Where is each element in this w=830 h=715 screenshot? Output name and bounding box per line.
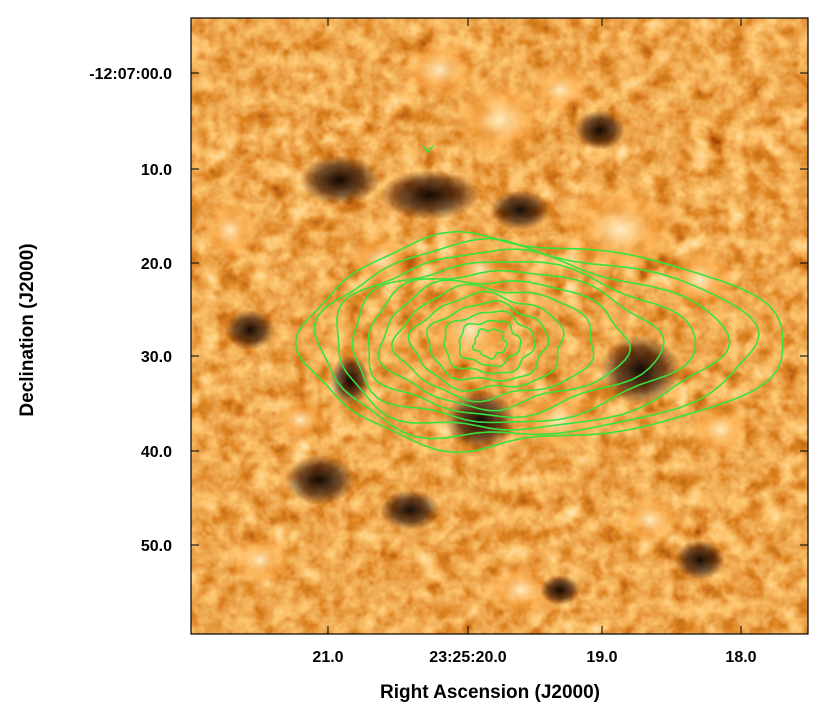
flux-contour [443,310,536,375]
bright-emission-region [530,65,590,115]
bright-emission-region [690,405,750,455]
bright-emission-region [665,250,735,310]
bright-emission-region [620,495,680,545]
x-tick-marks [327,18,742,634]
y-tick-label: -12:07:00.0 [89,66,172,83]
contour-overlay [294,230,784,454]
flux-contour [313,237,760,440]
flux-contour [391,283,595,403]
bright-emission-region [455,80,545,160]
bright-emission-region [485,565,555,615]
flux-contour [367,269,665,419]
flux-contour [458,319,522,368]
flux-contour [425,299,550,382]
image-frame [190,17,809,635]
y-tick-label: 40.0 [141,444,172,461]
y-tick-marks [191,72,808,546]
y-tick-label: 20.0 [141,256,172,273]
flux-contour [294,230,784,454]
dark-region [575,110,625,150]
y-axis-title: Declination (J2000) [17,243,38,416]
marker-chevron-icon [422,145,434,154]
y-tick-label: 10.0 [141,162,172,179]
dark-region [380,490,440,530]
dark-region [600,335,680,405]
dark-region [380,170,480,220]
flux-contour [471,328,509,360]
dark-region [445,390,515,450]
bright-emission-region [400,40,480,100]
y-tick-label: 50.0 [141,538,172,555]
x-tick-label: 23:25:20.0 [429,649,506,666]
bright-emission-region [560,185,680,275]
bright-emission-region [205,200,255,260]
sky-image [191,18,808,634]
y-tick-label: 30.0 [141,349,172,366]
dark-region [675,540,725,580]
dark-region [490,190,550,230]
bright-emission-region [430,285,510,375]
flux-contour [407,290,565,392]
dark-region [540,575,580,605]
bright-emission-region [230,535,290,585]
flux-contour [351,260,697,424]
x-tick-label: 19.0 [586,649,617,666]
flux-contour [335,248,731,431]
bright-emission-region [275,400,325,440]
dark-region [285,455,355,505]
x-axis-title: Right Ascension (J2000) [380,682,600,703]
flux-contour [377,279,632,412]
x-tick-label: 18.0 [725,649,756,666]
x-tick-label: 21.0 [312,649,343,666]
dark-region [300,155,380,205]
dark-region [225,310,275,350]
